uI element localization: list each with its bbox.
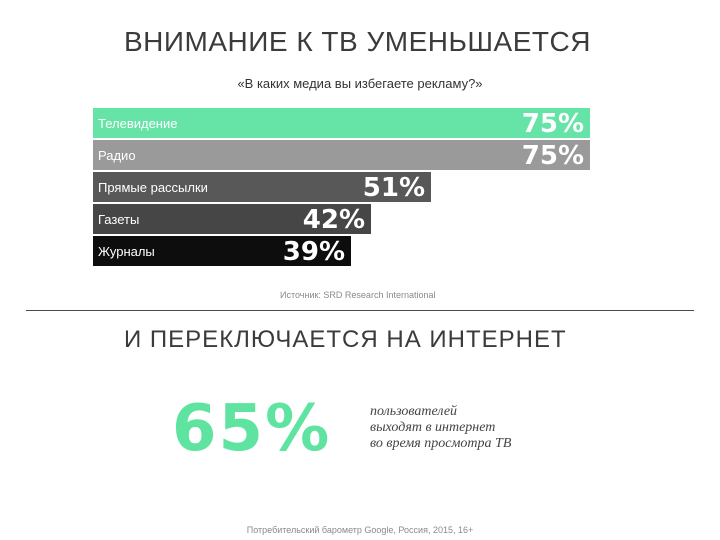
page-title: ВНИМАНИЕ К ТВ УМЕНЬШАЕТСЯ xyxy=(124,26,591,57)
bar-category-label: Журналы xyxy=(98,244,155,259)
statistic-line: во время просмотра ТВ xyxy=(370,436,512,451)
bar xyxy=(93,204,371,234)
bar-value-label: 51% xyxy=(363,173,425,203)
statistic-line: выходят в интернет xyxy=(370,420,496,435)
section-title: И ПЕРЕКЛЮЧАЕТСЯ НА ИНТЕРНЕТ xyxy=(124,326,567,353)
source-note: Источник: SRD Research International xyxy=(280,290,436,300)
big-statistic: 65% xyxy=(172,392,332,466)
bar-value-label: 75% xyxy=(522,109,584,139)
bar xyxy=(93,108,590,138)
footer-source: Потребительский барометр Google, Россия,… xyxy=(246,525,474,535)
bar xyxy=(93,140,590,170)
bar xyxy=(93,236,351,266)
bar-value-label: 42% xyxy=(303,205,365,235)
bar-value-label: 75% xyxy=(522,141,584,171)
bar-category-label: Телевидение xyxy=(98,116,177,131)
bar-category-label: Газеты xyxy=(98,212,139,227)
bar-chart: Телевидение 75% Радио 75% Прямые рассылки 51%… xyxy=(93,108,590,267)
statistic-line: пользователей xyxy=(370,404,458,419)
statistic-description: пользователей выходят в интернет во врем… xyxy=(370,404,570,452)
section-divider xyxy=(26,310,694,311)
bar-value-label: 39% xyxy=(283,237,345,267)
bar xyxy=(93,172,431,202)
bar-category-label: Радио xyxy=(98,148,136,163)
chart-subtitle: «В каких медиа вы избегаете рекламу?» xyxy=(237,76,483,91)
bar-category-label: Прямые рассылки xyxy=(98,180,208,195)
